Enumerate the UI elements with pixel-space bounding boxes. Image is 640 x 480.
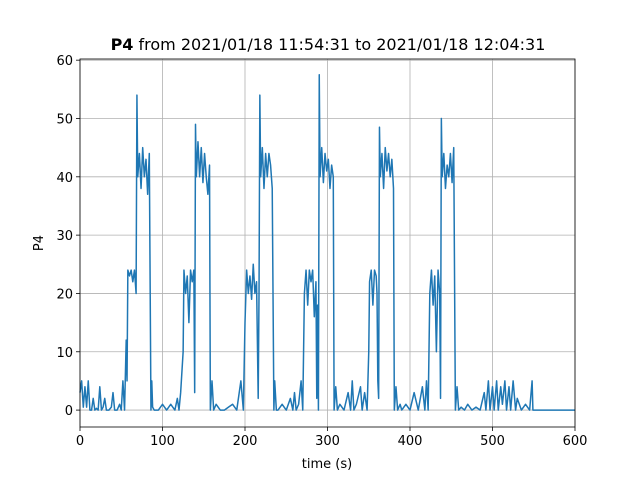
x-tick-label: 200 [233,434,258,449]
x-tick-label: 600 [563,434,588,449]
x-tick-label: 300 [315,434,340,449]
y-tick-label: 20 [56,287,73,302]
y-tick-label: 50 [56,112,73,127]
y-tick-label: 10 [56,346,73,361]
y-tick-label: 40 [56,171,73,186]
y-axis-label: P4 [32,235,47,251]
x-tick-label: 100 [150,434,175,449]
chart-title: P4 from 2021/01/18 11:54:31 to 2021/01/1… [111,35,546,54]
y-tick-label: 30 [56,229,73,244]
x-tick-label: 400 [398,434,423,449]
y-tick-label: 0 [65,404,73,419]
x-axis-label: time (s) [302,457,352,472]
plot-frame [79,58,576,428]
title-variable: P4 [111,35,134,54]
x-tick-label: 500 [480,434,505,449]
title-text: from 2021/01/18 11:54:31 to 2021/01/18 1… [139,35,546,54]
x-tick-label: 0 [76,434,84,449]
y-tick-label: 60 [56,54,73,69]
data-line [79,74,575,411]
